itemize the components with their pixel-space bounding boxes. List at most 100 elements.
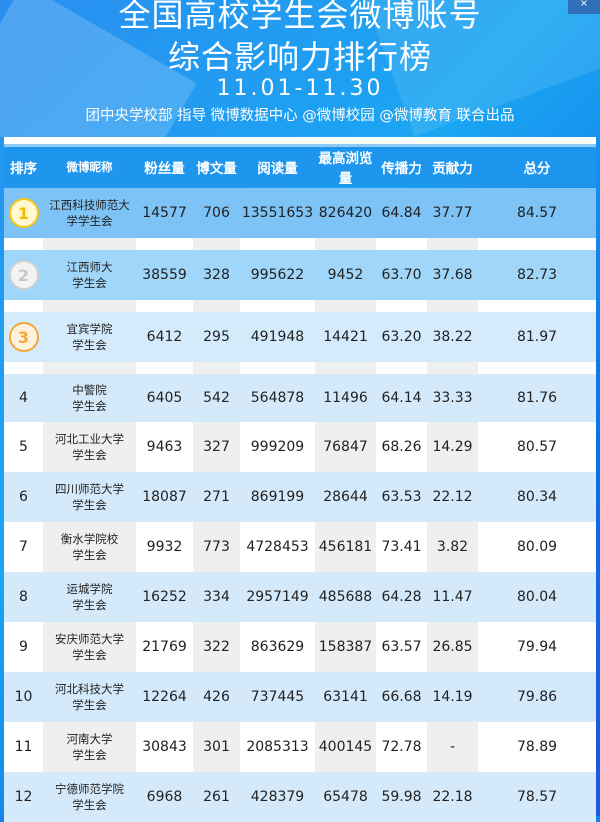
nickname-line: 学生会 [72,598,107,612]
contrib-cell: 37.68 [432,267,473,283]
spread-cell: 63.20 [381,329,422,345]
fans-cell: 21769 [142,639,187,655]
contrib-cell: 33.33 [432,390,473,406]
reads-cell: 869199 [250,489,305,505]
total-cell: 80.57 [516,439,558,455]
header-spread: 传播力 [381,161,422,177]
max-views-cell: 76847 [315,422,376,472]
fans-cell: 14577 [142,205,187,221]
spread-cell: 72.78 [381,739,422,755]
total-cell: 84.57 [516,205,558,221]
reads-cell: 491948 [250,329,305,345]
rank-cell: 9 [19,639,28,655]
nickname-line: 四川师范大学 [55,482,124,496]
total-cell: 79.86 [516,689,558,705]
close-icon: × [579,0,589,9]
table-row[interactable]: 1 江西科技师范大 学学生会 14577 706 13551653 826420 64.84 3… [4,188,596,238]
nickname-cell: 四川师范大学 学生会 [43,472,136,522]
header-total: 总分 [523,161,551,177]
nickname-line: 学生会 [72,548,107,562]
table-row[interactable]: 10 河北科技大学 学生会 12264 426 737445 63141 66.68 14.19… [4,672,596,722]
nickname-line: 运城学院 [66,582,113,596]
posts-cell: 706 [203,205,230,221]
contrib-cell: 37.77 [432,205,473,221]
nickname-line: 学生会 [72,698,107,712]
nickname-cell: 河南大学 学生会 [43,722,136,772]
table-row[interactable]: 2 江西师大 学生会 38559 328 995622 9452 63.70 37.68 82.7… [4,250,596,300]
reads-cell: 13551653 [241,205,314,221]
posts-cell: 271 [203,489,230,505]
contrib-cell: 26.85 [427,622,478,672]
spread-cell: 68.26 [381,439,422,455]
nickname-cell: 宁德师范学院 学生会 [43,772,136,822]
total-cell: 78.57 [516,789,558,805]
nickname-line: 河北工业大学 [55,432,124,446]
posts-cell: 301 [193,722,240,772]
rank-cell: 5 [19,439,28,455]
posts-cell: 334 [203,589,230,605]
nickname-cell: 河北科技大学 学生会 [43,672,136,722]
nickname-line: 学生会 [72,498,107,512]
contrib-cell: 22.18 [432,789,473,805]
total-cell: 82.73 [516,267,558,283]
table-row[interactable]: 7 衡水学院校 学生会 9932 773 4728453 456181 73.41 3.82 80… [4,522,596,572]
reads-cell: 863629 [250,639,305,655]
nickname-cell: 中警院 学生会 [43,374,136,422]
table-row[interactable]: 5 河北工业大学 学生会 9463 327 999209 76847 68.26 14.29 80… [4,422,596,472]
fans-cell: 12264 [142,689,187,705]
rank-cell: 12 [14,789,33,805]
fans-cell: 18087 [142,489,187,505]
posts-cell: 328 [203,267,230,283]
fans-cell: 16252 [142,589,187,605]
table-row[interactable]: 8 运城学院 学生会 16252 334 2957149 485688 64.28 11.47 8… [4,572,596,622]
max-views-cell: 485688 [318,589,373,605]
nickname-line: 中警院 [72,383,107,397]
total-cell: 80.04 [516,589,558,605]
posts-cell: 542 [203,390,230,406]
nickname-cell: 河北工业大学 学生会 [43,422,136,472]
contrib-cell: 22.12 [432,489,473,505]
nickname-line: 宁德师范学院 [55,782,124,796]
table-header: 排序 微博昵称 粉丝量 博文量 阅读量 最高浏览量 传播力 贡献力 总分 [4,147,596,187]
posts-cell: 261 [203,789,230,805]
table-row[interactable]: 4 中警院 学生会 6405 542 564878 11496 64.14 33.33 81.76 [4,374,596,422]
rank-cell: 7 [19,539,28,555]
row-spacer [4,300,596,312]
subtitle: 团中央学校部 指导 微博数据中心 @微博校园 @微博教育 联合出品 [85,108,515,124]
fans-cell: 6405 [146,390,183,406]
nickname-line: 宜宾学院 [66,322,113,336]
header-reads: 阅读量 [257,161,298,177]
close-button[interactable]: × [568,0,600,14]
max-views-cell: 28644 [323,489,368,505]
spread-cell: 64.14 [381,390,422,406]
posts-cell: 773 [193,522,240,572]
table-row[interactable]: 12 宁德师范学院 学生会 6968 261 428379 65478 59.98 22.18 7… [4,772,596,822]
spread-cell: 59.98 [381,789,422,805]
title-line-2: 综合影响力排行榜 [167,38,432,76]
contrib-cell: 3.82 [427,522,478,572]
reads-cell: 2085313 [246,739,309,755]
rank-cell: 8 [19,589,28,605]
nickname-line: 学生会 [72,338,107,352]
total-cell: 81.76 [516,390,558,406]
max-views-cell: 826420 [318,205,373,221]
spread-cell: 73.41 [381,539,422,555]
spread-cell: 64.84 [381,205,422,221]
rank-cell: 10 [14,689,33,705]
table-row[interactable]: 6 四川师范大学 学生会 18087 271 869199 28644 63.53 22.12 8… [4,472,596,522]
table-row[interactable]: 3 宜宾学院 学生会 6412 295 491948 14421 63.20 38.22 81.9… [4,312,596,362]
nickname-cell: 运城学院 学生会 [43,572,136,622]
nickname-line: 学生会 [72,399,107,413]
gold-medal-icon: 1 [8,198,39,228]
table-row[interactable]: 11 河南大学 学生会 30843 301 2085313 400145 72.78- 78.8… [4,722,596,772]
rank-cell: 11 [14,739,33,755]
header-nickname: 微博昵称 [66,160,113,174]
max-views-cell: 158387 [315,622,376,672]
table-row[interactable]: 9 安庆师范大学 学生会 21769 322 863629 158387 63.57 26.85… [4,622,596,672]
total-cell: 78.89 [516,739,558,755]
header-rank: 排序 [10,161,37,177]
contrib-cell: 14.29 [427,422,478,472]
nickname-line: 衡水学院校 [60,532,119,546]
row-spacer [4,362,596,374]
